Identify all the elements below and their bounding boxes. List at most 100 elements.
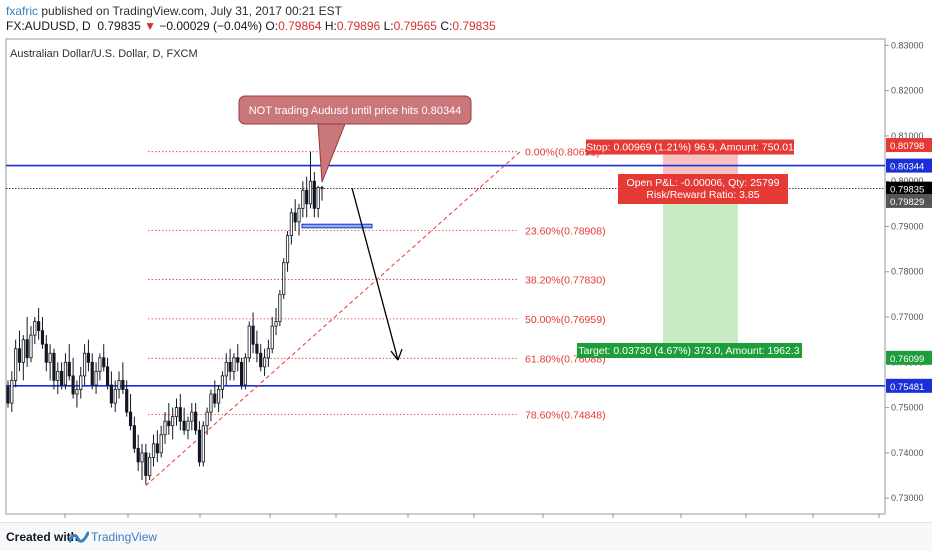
candle-body	[243, 357, 248, 386]
candle-body	[297, 207, 301, 223]
high-label: H:	[324, 19, 337, 33]
projection-arrow	[351, 187, 399, 361]
x-tick-label: Ap	[873, 521, 884, 522]
y-tick-label: 0.74000	[891, 448, 924, 458]
candle-body	[217, 389, 221, 404]
candle-body	[33, 321, 37, 336]
candle-body	[98, 357, 102, 372]
y-tick-label: 0.83000	[891, 40, 924, 50]
candle-body	[75, 389, 79, 395]
candle-body	[102, 357, 106, 368]
publish-text: published on TradingView.com, July 31, 2…	[38, 4, 342, 18]
candle-body	[247, 325, 251, 359]
y-tick-label: 0.75000	[891, 403, 924, 413]
symbol-info: FX:AUDUSD, D 0.79835 ▼ −0.00029 (−0.04%)…	[6, 19, 496, 33]
candle-body	[224, 361, 228, 377]
candle-body	[236, 357, 240, 363]
candle-body	[90, 361, 94, 386]
created-with-text: Created with	[6, 530, 79, 544]
candle-body	[174, 407, 179, 418]
candle-body	[305, 189, 309, 205]
author-link[interactable]: fxafric	[6, 4, 39, 18]
candle-body	[289, 212, 293, 236]
candle-body	[148, 456, 152, 476]
price-label-bg	[886, 193, 932, 208]
low-value: 0.79565	[393, 19, 437, 33]
candle-body	[60, 370, 64, 386]
x-tick-label: Mar	[805, 521, 821, 522]
candle-body	[316, 187, 320, 209]
candle-body	[301, 189, 305, 209]
candle-body	[171, 416, 175, 427]
candle-body	[155, 443, 159, 454]
candle-body	[201, 425, 205, 463]
candle-body	[186, 420, 190, 431]
candle-body	[37, 321, 41, 332]
candle-body	[251, 325, 255, 345]
chart-title: Australian Dollar/U.S. Dollar, D, FXCM	[10, 48, 198, 60]
x-tick-label: May	[119, 521, 137, 522]
candle-body	[71, 375, 75, 395]
candle-body	[312, 180, 316, 209]
candle-body	[220, 375, 225, 390]
price-label-bg	[886, 158, 932, 173]
candle-body	[67, 361, 71, 377]
candle-body	[293, 212, 297, 223]
price-label: 0.79835	[890, 185, 924, 196]
candle-body	[239, 361, 244, 386]
candle-body	[228, 361, 232, 372]
price-chart[interactable]: 0.83000 0.82000 0.81000 0.80000 0.79000 0.780…	[0, 36, 932, 522]
candle-body	[117, 380, 121, 390]
candle-body	[6, 386, 10, 404]
publish-info: fxafric published on TradingView.com, Ju…	[6, 4, 342, 18]
candle-body	[182, 420, 186, 431]
candle-body	[190, 411, 194, 422]
candle-body	[167, 420, 171, 427]
price-change: −0.00029 (−0.04%)	[159, 19, 263, 33]
x-tick-label: Dec	[605, 521, 622, 522]
candle-body	[178, 407, 182, 422]
x-tick-label: Jun	[193, 521, 208, 522]
candle-body	[197, 429, 202, 463]
chart-header: fxafric published on TradingView.com, Ju…	[0, 0, 932, 36]
high-value: 0.79896	[336, 19, 381, 33]
candle-body	[282, 262, 286, 295]
low-label: L:	[383, 19, 394, 33]
candle-body	[52, 352, 56, 381]
fib-level-label: 50.00%(0.76959)	[525, 314, 606, 326]
close-label: C:	[440, 19, 453, 33]
target-zone	[663, 188, 738, 358]
candle-body	[163, 420, 167, 436]
price-label: 0.80798	[890, 141, 924, 152]
target-label-bg	[577, 343, 802, 358]
candle-body	[25, 339, 29, 359]
x-tick-label: 2018	[671, 521, 691, 522]
candle-body	[262, 357, 267, 368]
price-label: 0.80344	[890, 162, 924, 173]
candle-body	[82, 352, 87, 377]
tradingview-brand[interactable]: TradingView	[91, 530, 158, 544]
candle-body	[213, 393, 217, 404]
candle-body	[194, 411, 198, 431]
candle-body	[255, 343, 259, 354]
candle-body	[86, 352, 91, 363]
price-label-bg	[886, 378, 932, 393]
y-tick-label: 0.77000	[891, 312, 924, 322]
fib-level-label: 78.60%(0.74848)	[525, 409, 606, 421]
y-tick-label: 0.82000	[891, 86, 924, 96]
candle-body	[320, 187, 324, 189]
y-tick-label: 0.73000	[891, 493, 924, 503]
candle-body	[232, 357, 236, 372]
callout-box	[238, 95, 472, 125]
pl-label: Open P&L: -0.00006, Qty: 25799	[627, 177, 780, 189]
candle-body	[205, 411, 209, 427]
candle-body	[266, 348, 270, 359]
fib-level-label: 0.00%(0.80651)	[525, 147, 600, 159]
x-tick-label: Jul	[264, 521, 276, 522]
candle-body	[10, 380, 14, 404]
candle-body	[14, 348, 18, 381]
candle-body	[44, 343, 48, 363]
candle-body	[121, 380, 125, 390]
open-value: 0.79864	[278, 19, 322, 33]
candle-body	[308, 180, 313, 205]
